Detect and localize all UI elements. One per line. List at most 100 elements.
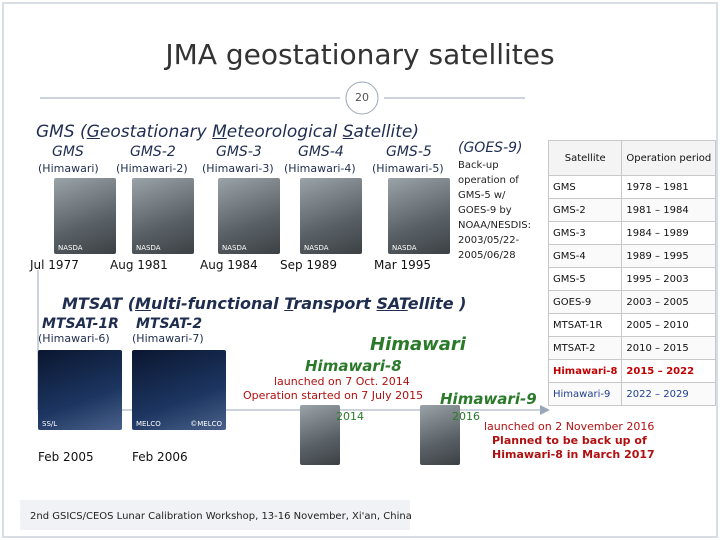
sat-alt: (Himawari-7) (132, 332, 204, 345)
table-cell: 1978 – 1981 (621, 175, 717, 199)
table-cell: 1984 – 1989 (621, 221, 717, 245)
sat-alt: (Himawari-3) (202, 162, 274, 175)
page-circle (345, 81, 379, 115)
sat-photo: MELCO ©MELCO (132, 350, 226, 430)
table-row: GMS-4 1989 – 1995 (547, 244, 717, 268)
sat-name: GMS-5 (386, 144, 432, 160)
table-cell: 1989 – 1995 (621, 244, 717, 268)
h9-note: Himawari-8 in March 2017 (492, 448, 655, 461)
heading-part: atellite) (353, 122, 419, 142)
photo-credit: NASDA (136, 244, 161, 252)
goes9-note: Back-up (458, 160, 499, 171)
sat-date: Aug 1981 (110, 258, 168, 272)
sat-alt: (Himawari-2) (116, 162, 188, 175)
photo-credit: NASDA (222, 244, 247, 252)
heading-part: SAT (376, 294, 408, 313)
h9-note: launched on 2 November 2016 (484, 420, 655, 433)
table-row: MTSAT-2 2010 – 2015 (547, 336, 717, 360)
table-header-cell: Satellite (547, 140, 623, 176)
table-cell: 1981 – 1984 (621, 198, 717, 222)
table-cell: 2015 – 2022 (621, 359, 717, 383)
sat-alt: (Himawari) (38, 162, 99, 175)
table-cell: GMS-3 (547, 221, 623, 245)
table-header-cell: Operation period (621, 140, 717, 176)
h8-launch: launched on 7 Oct. 2014 (274, 375, 410, 388)
sat-name: MTSAT-2 (136, 316, 203, 332)
h8-operation: Operation started on 7 July 2015 (243, 389, 424, 402)
footer: 2nd GSICS/CEOS Lunar Calibration Worksho… (30, 511, 412, 522)
heading-part: ulti-functional (150, 294, 285, 313)
sat-date: Feb 2005 (38, 450, 94, 464)
table-cell: GMS (547, 175, 623, 199)
sat-date: Mar 1995 (374, 258, 431, 272)
table-cell: Himawari-9 (547, 382, 623, 406)
heading-part: S (342, 122, 354, 142)
goes9-note: GMS-5 w/ (458, 190, 506, 201)
table-cell: MTSAT-2 (547, 336, 623, 360)
goes9-note: NOAA/NESDIS: (458, 220, 532, 231)
heading-part: ransport (293, 294, 377, 313)
sat-alt: (Himawari-6) (38, 332, 110, 345)
table-row: GMS-3 1984 – 1989 (547, 221, 717, 245)
table-row: GMS-5 1995 – 2003 (547, 267, 717, 291)
table-row: Himawari-8 2015 – 2022 (547, 359, 717, 383)
heading-part: M (135, 294, 151, 313)
table-cell: 2010 – 2015 (621, 336, 717, 360)
heading-part: MTSAT ( (62, 294, 136, 313)
sat-name: GMS-4 (298, 144, 344, 160)
sat-photo: SS/L (38, 350, 122, 430)
gms-heading: GMS (Geostationary Meteorological Satell… (36, 122, 419, 142)
sat-date: Aug 1984 (200, 258, 258, 272)
sat-photo: NASDA (54, 178, 116, 254)
table-cell: 2022 – 2029 (621, 382, 717, 406)
mtsat-heading: MTSAT (Multi-functional Transport SATell… (62, 294, 466, 313)
photo-credit: NASDA (392, 244, 417, 252)
photo-credit: NASDA (58, 244, 83, 252)
h9-year: 2016 (452, 410, 480, 423)
table-row: Himawari-9 2022 – 2029 (547, 382, 717, 406)
sat-photo: NASDA (388, 178, 450, 254)
photo-credit: ©MELCO (190, 420, 222, 428)
sat-photo: NASDA (132, 178, 194, 254)
h9-photo (420, 405, 460, 465)
table-row: GMS 1978 – 1981 (547, 175, 717, 199)
table: Satellite Operation period GMS 1978 – 1981 G… (547, 140, 717, 406)
heading-part: eteorological (226, 122, 343, 142)
h8-photo (300, 405, 340, 465)
heading-part: T (284, 294, 294, 313)
sat-date: Jul 1977 (30, 258, 79, 272)
sat-name: GMS-2 (130, 144, 176, 160)
photo-credit: NASDA (304, 244, 329, 252)
table-row: GMS-2 1981 – 1984 (547, 198, 717, 222)
sat-name: MTSAT-1R (42, 316, 119, 332)
himawari-heading: Himawari (370, 334, 466, 355)
title: JMA geostationary satellites (165, 38, 555, 71)
photo-credit: MELCO (136, 420, 161, 428)
sat-alt: (Himawari-5) (372, 162, 444, 175)
sat-name: GMS-3 (216, 144, 262, 160)
goes9-note: 2003/05/22- (458, 235, 520, 246)
h8-name: Himawari-8 (305, 357, 402, 375)
heading-part: GMS ( (36, 122, 87, 142)
h9-name: Himawari-9 (440, 390, 537, 408)
heading-part: M (212, 122, 227, 142)
sat-photo: NASDA (218, 178, 280, 254)
page-number: 20 (355, 91, 369, 104)
table-cell: MTSAT-1R (547, 313, 623, 337)
table-header-row: Satellite Operation period (547, 140, 717, 176)
arrow (540, 405, 550, 415)
table-row: MTSAT-1R 2005 – 2010 (547, 313, 717, 337)
table-cell: 1995 – 2003 (621, 267, 717, 291)
goes9-note: operation of (458, 175, 519, 186)
table-cell: GMS-2 (547, 198, 623, 222)
h9-note: Planned to be back up of (492, 434, 647, 447)
sat-date: Sep 1989 (280, 258, 337, 272)
footer-band (20, 500, 410, 530)
table-cell: 2005 – 2010 (621, 313, 717, 337)
heading-part: ellite ) (407, 294, 467, 313)
goes9-note: 2005/06/28 (458, 250, 516, 261)
table-row: GOES-9 2003 – 2005 (547, 290, 717, 314)
